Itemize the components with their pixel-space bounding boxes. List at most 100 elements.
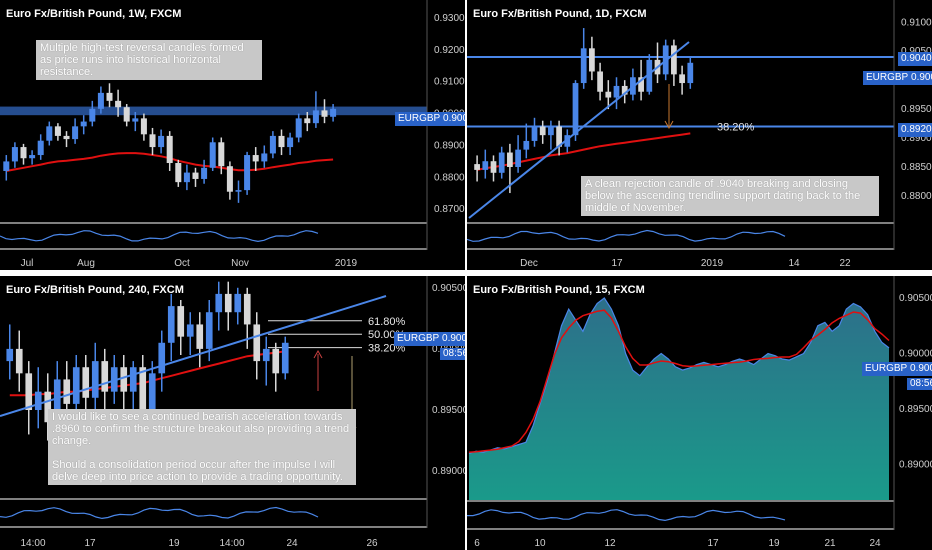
candle-body[interactable] [192,172,199,179]
resistance-zone[interactable] [0,106,427,116]
candle-body[interactable] [671,45,677,75]
candle-body[interactable] [330,108,337,117]
candle-body[interactable] [54,126,61,136]
weekly-chart[interactable]: 0.930000.920000.910000.900000.890000.880… [0,0,465,270]
candle-body[interactable] [679,74,685,84]
ascending-trendline[interactable] [0,295,387,417]
candle-body[interactable] [539,126,546,136]
candle-body[interactable] [490,161,497,173]
daily-annotation[interactable]: A clean rejection candle of .9040 breaki… [581,176,879,216]
candle-body[interactable] [15,348,23,374]
candle-body[interactable] [80,121,87,127]
candle-body[interactable] [321,110,328,117]
candle-body[interactable] [91,361,99,398]
candle-body[interactable] [106,92,113,101]
candle-body[interactable] [63,135,70,140]
candle-body[interactable] [564,135,571,147]
candle-body[interactable] [25,373,33,410]
candle-body[interactable] [3,161,10,171]
candle-body[interactable] [63,379,71,404]
candle-body[interactable] [646,59,653,92]
candle-body[interactable] [613,85,620,98]
candle-body[interactable] [129,367,137,392]
candle-body[interactable] [115,100,122,108]
candle-body[interactable] [523,140,530,150]
candle-body[interactable] [177,306,185,337]
candle-body[interactable] [201,167,208,179]
candle-body[interactable] [186,324,194,337]
candle-body[interactable] [482,161,489,170]
candle-body[interactable] [638,77,644,92]
candle-body[interactable] [272,348,280,374]
candle-body[interactable] [548,126,554,136]
candle-body[interactable] [531,126,538,141]
candle-body[interactable] [148,373,156,410]
daily-chart[interactable]: 0.910000.905000.900000.895000.890000.885… [467,0,932,270]
candle-body[interactable] [34,391,42,410]
candle-body[interactable] [205,312,213,349]
candle-body[interactable] [498,152,505,173]
candle-body[interactable] [209,142,216,168]
candle-body[interactable] [295,118,302,138]
m15-chart[interactable]: 0.90500 0.90000 0.89500 0.89000 6 10 12 17 19 21 2… [467,276,932,550]
price-area[interactable] [469,298,889,500]
candle-body[interactable] [580,48,587,84]
candle-body[interactable] [215,293,223,313]
candle-body[interactable] [605,91,612,98]
candle-body[interactable] [234,293,242,313]
candle-body[interactable] [101,361,109,392]
candle-body[interactable] [140,118,147,135]
candle-body[interactable] [175,163,182,183]
candle-body[interactable] [120,367,128,392]
candle-body[interactable] [82,367,90,398]
candle-body[interactable] [687,62,694,84]
candle-body[interactable] [261,153,268,162]
candle-body[interactable] [269,135,276,154]
candle-body[interactable] [158,342,166,374]
candle-body[interactable] [621,85,628,95]
candle-body[interactable] [46,126,53,141]
candle-body[interactable] [507,152,513,167]
candle-body[interactable] [72,126,79,140]
candle-body[interactable] [123,107,130,122]
candle-body[interactable] [281,342,289,374]
candle-body[interactable] [167,306,175,343]
candle-body[interactable] [6,348,14,362]
candle-body[interactable] [235,190,242,192]
candle-body[interactable] [253,324,261,362]
candle-body[interactable] [11,147,18,162]
candle-body[interactable] [37,140,44,156]
candle-body[interactable] [262,348,270,362]
weekly-annotation[interactable]: Multiple high-test reversal candles form… [36,40,262,80]
candle-body[interactable] [474,164,480,170]
candle-body[interactable] [312,110,319,124]
candle-body[interactable] [244,155,251,191]
candle-body[interactable] [196,324,204,349]
candle-body[interactable] [243,293,251,325]
candle-body[interactable] [218,142,225,167]
chart-panel-weekly[interactable]: 0.930000.920000.910000.900000.890000.880… [0,0,465,270]
candle-body[interactable] [226,166,233,192]
candle-body[interactable] [149,134,156,148]
candle-body[interactable] [183,172,190,183]
candle-body[interactable] [597,71,603,92]
ascending-trendline[interactable] [468,41,690,219]
candle-body[interactable] [287,137,294,148]
chart-panel-h4[interactable]: 61.80%50.00%38.20%0.905000.900000.895000… [0,276,465,550]
candle-body[interactable] [589,48,595,72]
candle-body[interactable] [304,118,311,124]
candle-body[interactable] [278,135,285,148]
candle-body[interactable] [53,379,61,423]
candle-body[interactable] [97,92,104,109]
chart-panel-daily[interactable]: 0.910000.905000.900000.895000.890000.885… [467,0,932,270]
chart-panel-m15[interactable]: 0.90500 0.90000 0.89500 0.89000 6 10 12 17 19 21 2… [467,276,932,550]
candle-body[interactable] [158,135,165,148]
h4-annotation[interactable]: I would like to see a continued bearish … [48,409,356,485]
candle-body[interactable] [44,391,52,423]
candle-body[interactable] [556,126,562,147]
candle-body[interactable] [72,367,80,404]
candle-body[interactable] [132,118,139,122]
candle-body[interactable] [29,155,36,159]
candle-body[interactable] [252,155,259,162]
candle-body[interactable] [224,293,232,313]
